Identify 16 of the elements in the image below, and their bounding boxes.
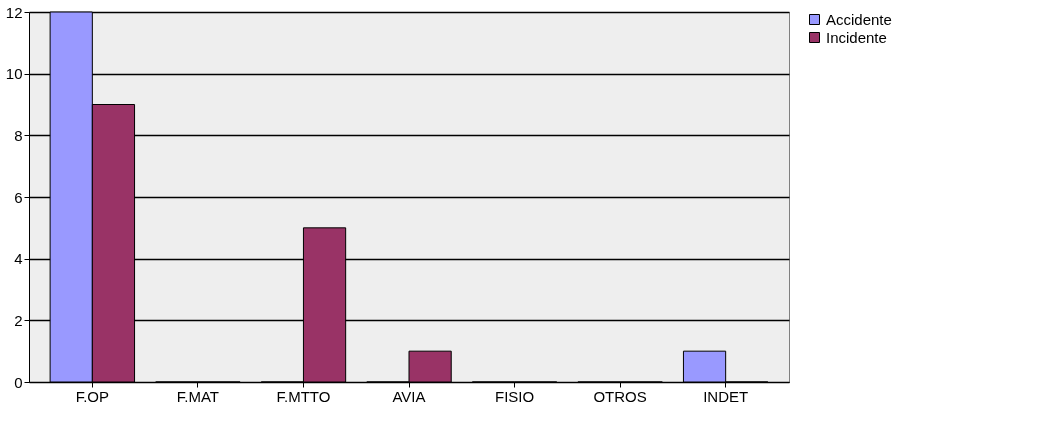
y-tick-label: 0 — [14, 373, 23, 391]
x-tick-label: FISIO — [494, 387, 535, 405]
x-tick-label: OTROS — [593, 387, 647, 405]
x-tick-label: F.OP — [75, 387, 110, 405]
y-tick-label: 4 — [14, 250, 23, 268]
x-tick-label: INDET — [703, 387, 749, 405]
y-tick-label: 2 — [14, 311, 23, 329]
y-tick-label: 10 — [5, 65, 23, 83]
x-tick-label: F.MAT — [176, 387, 219, 405]
x-tick-label: AVIA — [392, 387, 426, 405]
legend-label: Accidente — [826, 10, 892, 28]
y-tick-label: 12 — [5, 3, 23, 21]
legend-label: Incidente — [826, 28, 887, 46]
y-tick-label: 6 — [14, 188, 23, 206]
x-tick-label: F.MTTO — [276, 387, 331, 405]
y-tick-label: 8 — [14, 126, 23, 144]
